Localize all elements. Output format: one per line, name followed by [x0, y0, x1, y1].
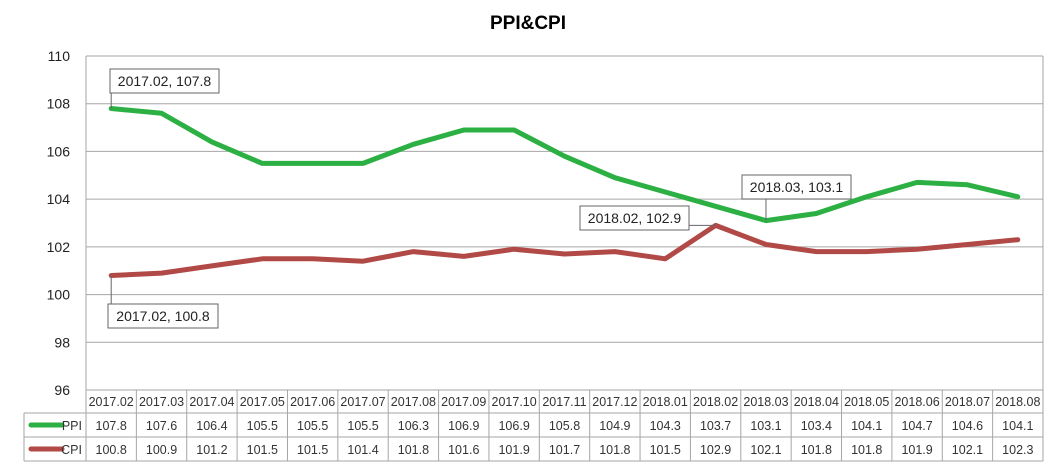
callout-label: 2017.02, 107.8 [118, 73, 212, 89]
callout-label: 2018.03, 103.1 [750, 179, 844, 195]
category-label: 2018.06 [894, 395, 939, 409]
data-cell: 104.9 [599, 419, 630, 433]
data-cell: 103.1 [750, 419, 781, 433]
category-label: 2018.03 [743, 395, 788, 409]
data-cell: 102.1 [952, 443, 983, 457]
data-cell: 105.5 [297, 419, 328, 433]
y-tick-label: 96 [54, 382, 70, 398]
series-lines [108, 106, 1021, 278]
data-cell: 101.9 [901, 443, 932, 457]
data-cell: 102.3 [1002, 443, 1033, 457]
category-label: 2018.05 [844, 395, 889, 409]
data-cell: 103.4 [801, 419, 832, 433]
legend-label: PPI [62, 419, 82, 433]
data-cell: 100.8 [96, 443, 127, 457]
callout-box [109, 68, 220, 94]
category-label: 2018.01 [643, 395, 688, 409]
data-cell: 101.5 [247, 443, 278, 457]
data-cell: 106.9 [448, 419, 479, 433]
y-tick-label: 100 [47, 287, 71, 303]
category-label: 2017.06 [290, 395, 335, 409]
y-tick-label: 106 [47, 143, 71, 159]
y-tick-label: 104 [47, 191, 71, 207]
category-label: 2018.04 [794, 395, 839, 409]
data-cell: 101.4 [347, 443, 378, 457]
data-cell: 101.8 [801, 443, 832, 457]
data-cell: 107.8 [96, 419, 127, 433]
category-label: 2017.12 [592, 395, 637, 409]
category-label: 2017.07 [340, 395, 385, 409]
data-cell: 101.8 [398, 443, 429, 457]
data-cell: 102.1 [750, 443, 781, 457]
category-label: 2017.08 [391, 395, 436, 409]
data-cell: 101.8 [851, 443, 882, 457]
data-cell: 105.8 [549, 419, 580, 433]
category-label: 2018.02 [693, 395, 738, 409]
data-cell: 104.1 [851, 419, 882, 433]
data-cell: 106.4 [196, 419, 227, 433]
category-label: 2017.09 [441, 395, 486, 409]
data-cell: 103.7 [700, 419, 731, 433]
y-tick-label: 108 [47, 96, 71, 112]
data-cell: 102.9 [700, 443, 731, 457]
category-label: 2017.02 [89, 395, 134, 409]
data-cell: 104.1 [1002, 419, 1033, 433]
series-line-cpi [108, 222, 1021, 278]
data-cell: 104.3 [650, 419, 681, 433]
gridlines [85, 55, 1044, 391]
callout-box [107, 303, 219, 329]
data-cell: 106.9 [498, 419, 529, 433]
y-tick-label: 110 [48, 48, 71, 64]
callout-label: 2017.02, 100.8 [116, 308, 210, 324]
data-cell: 105.5 [247, 419, 278, 433]
chart-title: PPI&CPI [490, 13, 566, 34]
data-cell: 100.9 [146, 443, 177, 457]
data-cell: 104.6 [952, 419, 983, 433]
category-label: 2017.03 [139, 395, 184, 409]
data-cell: 106.3 [398, 419, 429, 433]
y-tick-label: 102 [47, 239, 71, 255]
category-label: 2017.05 [240, 395, 285, 409]
data-cell: 101.7 [549, 443, 580, 457]
category-label: 2017.11 [542, 395, 586, 409]
y-axis: 96 98 100 102 104 106 108 110 [47, 48, 71, 398]
data-cell: 107.6 [146, 419, 177, 433]
series-line-ppi [108, 106, 1021, 224]
data-cell: 101.5 [650, 443, 681, 457]
category-label: 2018.08 [995, 395, 1040, 409]
data-cell: 101.8 [599, 443, 630, 457]
callout-box [741, 174, 852, 200]
data-cell: 104.7 [901, 419, 932, 433]
data-table: 2017.02 2017.03 2017.04 2017.05 2017.06 2017.… [23, 389, 1044, 462]
y-tick-label: 98 [54, 334, 70, 350]
data-cell: 101.2 [196, 443, 227, 457]
data-cell: 101.9 [498, 443, 529, 457]
data-cell: 101.6 [448, 443, 479, 457]
legend-label: CPI [61, 443, 82, 457]
data-cell: 105.5 [347, 419, 378, 433]
category-label: 2018.07 [945, 395, 990, 409]
data-cell: 101.5 [297, 443, 328, 457]
callout-label: 2018.02, 102.9 [588, 210, 682, 226]
data-callouts: 2017.02, 107.8 2017.02, 100.8 2018.02, 102… [107, 68, 852, 329]
category-label: 2017.04 [189, 395, 234, 409]
category-label: 2017.10 [492, 395, 537, 409]
callout-box [579, 205, 690, 231]
